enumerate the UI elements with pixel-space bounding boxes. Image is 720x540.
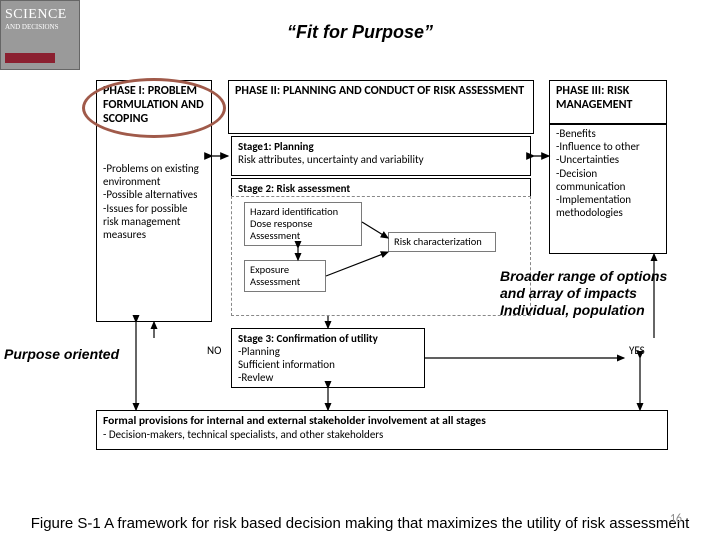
stage1-body: Risk attributes, uncertainty and variabi… (238, 153, 424, 166)
exposure-box: Exposure Assessment (244, 260, 326, 292)
riskchar-box: Risk characterization (388, 232, 496, 252)
stage2-title: Stage 2: Risk assessment (238, 182, 350, 195)
phase2-box: PHASE II: PLANNING AND CONDUCT OF RISK A… (228, 80, 534, 134)
phase3-header: PHASE III: RISK MANAGEMENT (550, 81, 666, 119)
phase1-oval-highlight (82, 78, 226, 138)
phase3-body: -Benefits -Influence to other -Uncertain… (550, 125, 666, 223)
annotation-purpose: Purpose oriented (4, 346, 119, 363)
stage1-title: Stage1: Planning (238, 140, 314, 153)
stage3-box: Stage 3: Confirmation of utility -Planni… (231, 328, 425, 388)
phase1-body: -Problems on existing environment -Possi… (97, 160, 211, 245)
formal-header: Formal provisions for internal and exter… (97, 411, 667, 428)
book-bar (5, 53, 55, 63)
formal-body: - Decision-makers, technical specialists… (97, 428, 667, 444)
hazard-box: Hazard identification Dose response Asse… (244, 202, 362, 246)
stage1-box: Stage1: Planning Risk attributes, uncert… (231, 136, 531, 176)
annotation-broader: Broader range of options and array of im… (500, 268, 667, 318)
phase2-header: PHASE II: PLANNING AND CONDUCT OF RISK A… (229, 81, 533, 105)
phase3-body-box: -Benefits -Influence to other -Uncertain… (549, 124, 667, 254)
phase3-header-box: PHASE III: RISK MANAGEMENT (549, 80, 667, 124)
phase1-body-box: -Problems on existing environment -Possi… (96, 160, 212, 322)
page-title: “Fit for Purpose” (0, 22, 720, 43)
book-title-1: SCIENCE (1, 1, 79, 23)
figure-caption: Figure S-1 A framework for risk based de… (0, 515, 720, 532)
stage2-label: Stage 2: Risk assessment (231, 178, 531, 196)
formal-box: Formal provisions for internal and exter… (96, 410, 668, 450)
page-number: 16 (670, 512, 682, 526)
decision-yes: YES (629, 344, 645, 357)
decision-no: NO (207, 344, 221, 357)
stage3-body: -Planning Sufficient information -Revlew (238, 345, 335, 384)
stage3-title: Stage 3: Confirmation of utility (238, 332, 378, 345)
